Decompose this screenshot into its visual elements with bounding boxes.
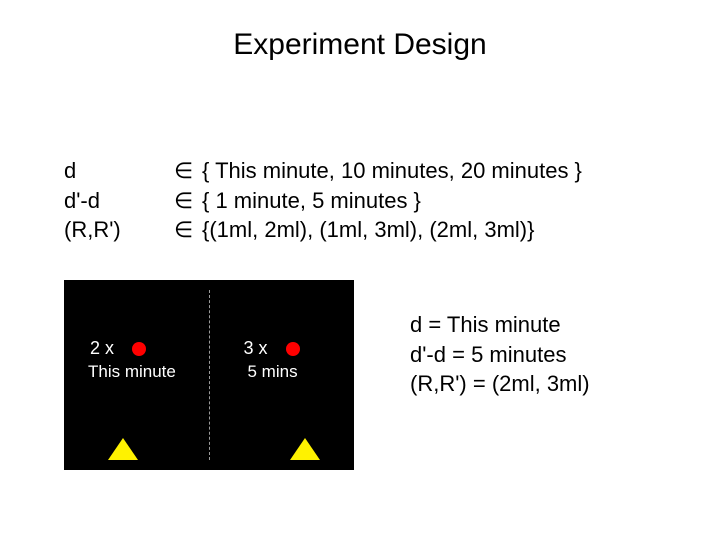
drop-icon — [286, 342, 300, 356]
diagram-left-panel: 2 x This minute — [64, 280, 209, 470]
right-multiplier: 3 x — [244, 338, 268, 359]
slide-title: Experiment Design — [0, 28, 720, 62]
def-var: d'-d — [64, 186, 174, 216]
definition-row: d ∈ { This minute, 10 minutes, 20 minute… — [64, 156, 582, 186]
drop-icon — [132, 342, 146, 356]
def-var: (R,R') — [64, 215, 174, 245]
element-of-symbol: ∈ — [174, 156, 202, 186]
definitions-block: d ∈ { This minute, 10 minutes, 20 minute… — [64, 156, 582, 245]
right-triangle-icon — [290, 438, 320, 460]
example-line: (R,R') = (2ml, 3ml) — [410, 369, 590, 399]
left-multiplier: 2 x — [90, 338, 114, 359]
definition-row: (R,R') ∈ {(1ml, 2ml), (1ml, 3ml), (2ml, … — [64, 215, 582, 245]
diagram-right-panel: 3 x 5 mins — [210, 280, 355, 470]
example-line: d = This minute — [410, 310, 590, 340]
right-delay-label: 5 mins — [248, 362, 298, 382]
left-delay-label: This minute — [88, 362, 176, 382]
def-var: d — [64, 156, 174, 186]
stimulus-diagram: 2 x This minute 3 x 5 mins — [64, 280, 354, 470]
left-triangle-icon — [108, 438, 138, 460]
def-set: { This minute, 10 minutes, 20 minutes } — [202, 156, 582, 186]
definition-row: d'-d ∈ { 1 minute, 5 minutes } — [64, 186, 582, 216]
element-of-symbol: ∈ — [174, 186, 202, 216]
def-set: {(1ml, 2ml), (1ml, 3ml), (2ml, 3ml)} — [202, 215, 534, 245]
example-block: d = This minute d'-d = 5 minutes (R,R') … — [410, 310, 590, 399]
example-line: d'-d = 5 minutes — [410, 340, 590, 370]
element-of-symbol: ∈ — [174, 215, 202, 245]
def-set: { 1 minute, 5 minutes } — [202, 186, 421, 216]
